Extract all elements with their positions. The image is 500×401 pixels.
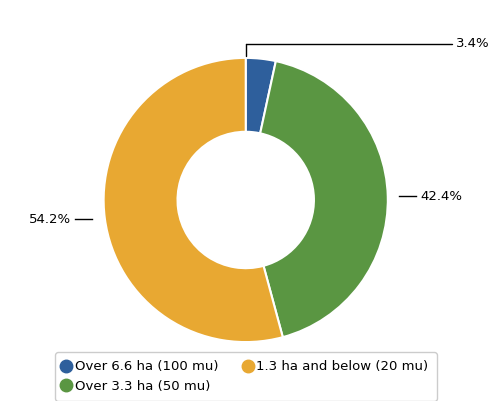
Wedge shape: [260, 61, 388, 337]
Text: 42.4%: 42.4%: [420, 190, 463, 203]
Wedge shape: [246, 58, 276, 133]
Legend: Over 6.6 ha (100 mu), Over 3.3 ha (50 mu), 1.3 ha and below (20 mu): Over 6.6 ha (100 mu), Over 3.3 ha (50 mu…: [55, 352, 436, 401]
Wedge shape: [104, 58, 283, 342]
Text: 54.2%: 54.2%: [29, 213, 71, 225]
Text: 3.4%: 3.4%: [456, 37, 490, 50]
